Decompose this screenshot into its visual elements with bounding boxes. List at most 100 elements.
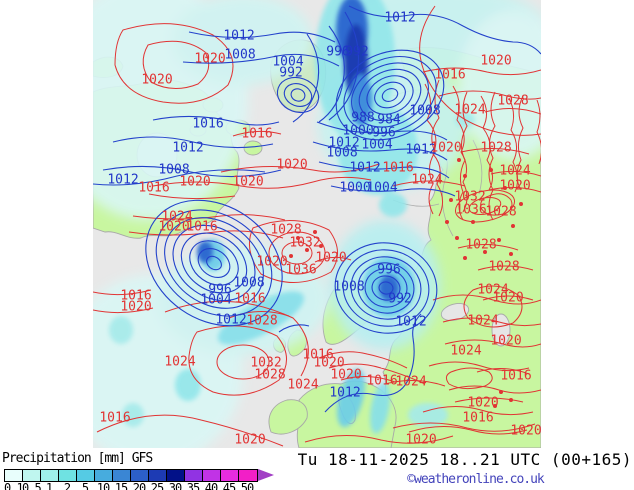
pressure-label: 1020	[405, 432, 437, 448]
pressure-label: 1004	[361, 137, 393, 153]
pressure-labels-layer: 1012 1012 1008 1004 992 996 992 988 984 1000 996 10…	[93, 0, 541, 448]
legend-swatch	[185, 470, 203, 481]
legend-swatch	[5, 470, 23, 481]
pressure-label: 1020	[194, 51, 226, 67]
pressure-label: 1028	[485, 204, 517, 220]
red-speckles	[289, 158, 523, 408]
pressure-label: 996	[372, 125, 396, 141]
pressure-label: 1012	[215, 312, 247, 328]
pressure-label: 1024	[164, 354, 196, 370]
low-center-C	[145, 199, 283, 327]
pressure-label: 1008	[326, 145, 358, 161]
pressure-label: 1020	[313, 355, 345, 371]
pressure-label: 1028	[246, 313, 278, 329]
pressure-label: 1024	[450, 343, 482, 359]
pressure-label: 1008	[224, 47, 256, 63]
pressure-label: 1024	[395, 374, 427, 390]
pressure-label: 1020	[315, 250, 347, 266]
low-center-B	[334, 242, 438, 334]
pressure-label: 1004	[200, 292, 232, 308]
pressure-label: 1004	[272, 54, 304, 70]
pressure-label: 1020	[232, 174, 264, 190]
legend-tick: 1	[45, 481, 53, 490]
pressure-label: 1024	[454, 102, 486, 118]
pressure-label: 1032	[250, 355, 282, 371]
pressure-label: 992	[388, 291, 412, 307]
pressure-label: 1020	[480, 53, 512, 69]
pressure-label: 1020	[330, 367, 362, 383]
pressure-label: 1016	[434, 67, 466, 83]
legend-swatch	[131, 470, 149, 481]
low-center-D	[276, 76, 320, 114]
weather-map: 1012 1012 1008 1004 992 996 992 988 984 1000 996 10…	[93, 0, 541, 448]
pressure-label: 1016	[302, 347, 334, 363]
pressure-label: 984	[377, 112, 401, 128]
pressure-label: 1028	[465, 237, 497, 253]
pressure-label: 1028	[488, 259, 520, 275]
pressure-label: 992	[345, 44, 369, 60]
isobar-blue-layer	[93, 5, 541, 413]
pressure-label: 1000	[342, 123, 374, 139]
pressure-label: 1032	[289, 235, 321, 251]
pressure-label: 1008	[333, 279, 365, 295]
legend-tick: 35	[186, 481, 200, 490]
pressure-label: 1012	[405, 142, 437, 158]
pressure-label: 1020	[467, 395, 499, 411]
pressure-label: 1000	[339, 180, 371, 196]
pressure-label: 1016	[462, 410, 494, 426]
pressure-label: 1020	[276, 157, 308, 173]
pressure-label: 1016	[192, 116, 224, 132]
pressure-label: 1016	[99, 410, 131, 426]
pressure-label: 1016	[120, 288, 152, 304]
precipitation-scale-ticks: 0.1 0.5 1 2 5 10 15 20 25 30 35 40 45 50	[4, 481, 256, 490]
legend-tick: 25	[150, 481, 164, 490]
isobar-red-layer	[93, 5, 541, 447]
precip-layer	[93, 0, 541, 448]
legend-tick: 0.1	[4, 481, 24, 490]
pressure-label: 992	[279, 65, 303, 81]
pressure-label: 1020	[120, 299, 152, 315]
legend-arrow-icon	[258, 469, 274, 481]
pressure-label: 996	[377, 262, 401, 278]
pressure-label: 1016	[234, 291, 266, 307]
legend-tick: 2	[63, 481, 71, 490]
pressure-label: 1024	[499, 163, 531, 179]
precipitation-scalebar	[4, 469, 258, 482]
footer-datetime: Tu 18-11-2025 18..21 UTC (00+165)	[297, 450, 632, 469]
legend-tick: 45	[222, 481, 236, 490]
pressure-label: 1012	[172, 140, 204, 156]
pressure-label: 1036	[285, 262, 317, 278]
legend-tick: 40	[204, 481, 218, 490]
pressure-label: 1016	[382, 160, 414, 176]
legend-swatch	[77, 470, 95, 481]
legend-swatch	[41, 470, 59, 481]
pressure-label: 1020	[158, 219, 190, 235]
legend-swatch	[59, 470, 77, 481]
pressure-label: 1012	[107, 172, 139, 188]
pressure-label: 1020	[234, 432, 266, 448]
legend-tick: 20	[132, 481, 146, 490]
pressure-label: 1012	[384, 10, 416, 26]
pressure-label: 1020	[492, 290, 524, 306]
pressure-label: 988	[351, 110, 375, 126]
pressure-label: 1020	[179, 174, 211, 190]
pressure-label: 1012	[328, 135, 360, 151]
pressure-label: 1008	[233, 275, 265, 291]
pressure-label: 1016	[186, 219, 218, 235]
weather-map-svg	[93, 0, 541, 448]
pressure-label: 996	[326, 44, 350, 60]
pressure-label: 1012	[349, 160, 381, 176]
pressure-label: 1028	[497, 93, 529, 109]
pressure-label: 1020	[490, 333, 522, 349]
legend-tick: 15	[114, 481, 128, 490]
legend-swatch	[221, 470, 239, 481]
legend-swatch	[239, 470, 257, 481]
pressure-label: 1008	[158, 162, 190, 178]
pressure-label: 1028	[254, 367, 286, 383]
legend-tick: 10	[96, 481, 110, 490]
pressure-label: 1012	[329, 385, 361, 401]
pressure-label: 1004	[366, 180, 398, 196]
pressure-label: 1028	[270, 222, 302, 238]
pressure-label: 1016	[500, 368, 532, 384]
